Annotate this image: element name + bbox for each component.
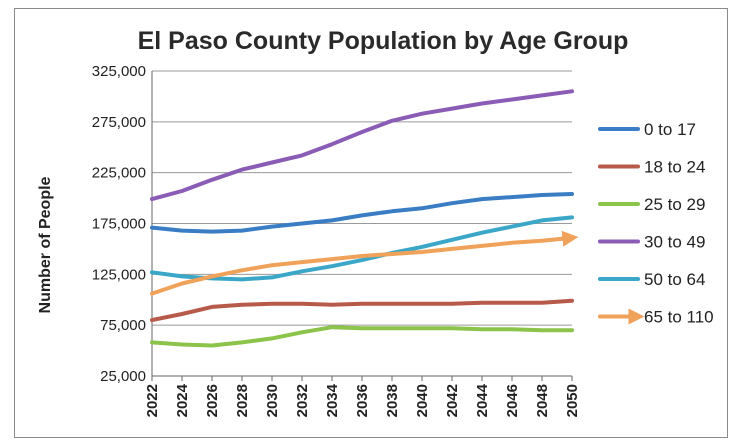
x-tick-labels: 2022 2024 2026 2028 2030 2032 2034 2036 2038 2040… [144, 383, 581, 417]
x-tick-label: 2040 [414, 384, 431, 417]
y-tick-labels: 25,000 75,000 125,000 175,000 225,000 275,000… [92, 63, 146, 385]
series-line-30-to-49 [150, 89, 574, 202]
y-tick-label: 225,000 [92, 165, 146, 182]
legend-label: 18 to 24 [644, 158, 705, 177]
x-tick-label: 2038 [384, 384, 401, 417]
y-axis-label: Number of People [37, 176, 54, 313]
x-tick-label: 2026 [204, 384, 221, 417]
y-tick-label: 25,000 [100, 368, 146, 385]
series-line-18-to-24 [150, 298, 574, 323]
legend-label: 50 to 64 [644, 270, 705, 289]
x-tick-label: 2046 [504, 384, 521, 417]
x-tick-label: 2048 [534, 384, 551, 417]
series-lines [150, 89, 579, 348]
y-tick-label: 325,000 [92, 63, 146, 80]
x-tick-label: 2030 [264, 384, 281, 417]
chart-title: El Paso County Population by Age Group [138, 27, 629, 55]
x-tick-label: 2032 [294, 384, 311, 417]
y-tick-label: 275,000 [92, 114, 146, 131]
x-tick-label: 2024 [174, 383, 191, 417]
x-tick-label: 2042 [444, 384, 461, 417]
y-tick-label: 175,000 [92, 216, 146, 233]
chart-frame: El Paso County Population by Age Group N… [14, 8, 728, 438]
series-line-65-to-110 [150, 230, 579, 296]
x-tick-label: 2050 [564, 384, 581, 417]
legend-label: 65 to 110 [644, 308, 714, 327]
axes [151, 71, 573, 381]
x-tick-label: 2044 [474, 383, 491, 417]
legend-label: 0 to 17 [644, 120, 696, 139]
x-tick-label: 2028 [234, 384, 251, 417]
x-tick-label: 2034 [324, 383, 341, 417]
line-chart: El Paso County Population by Age Group N… [37, 27, 714, 417]
y-tick-label: 75,000 [100, 317, 146, 334]
x-tick-label: 2022 [144, 384, 161, 417]
legend: 0 to 17 18 to 24 25 to 29 30 to 49 50 to 64 6… [598, 120, 714, 327]
legend-label: 25 to 29 [644, 195, 705, 214]
legend-label: 30 to 49 [644, 233, 705, 252]
series-line-50-to-64 [150, 215, 574, 282]
x-tick-label: 2036 [354, 384, 371, 417]
y-tick-label: 125,000 [92, 266, 146, 283]
series-line-25-to-29 [150, 325, 574, 348]
